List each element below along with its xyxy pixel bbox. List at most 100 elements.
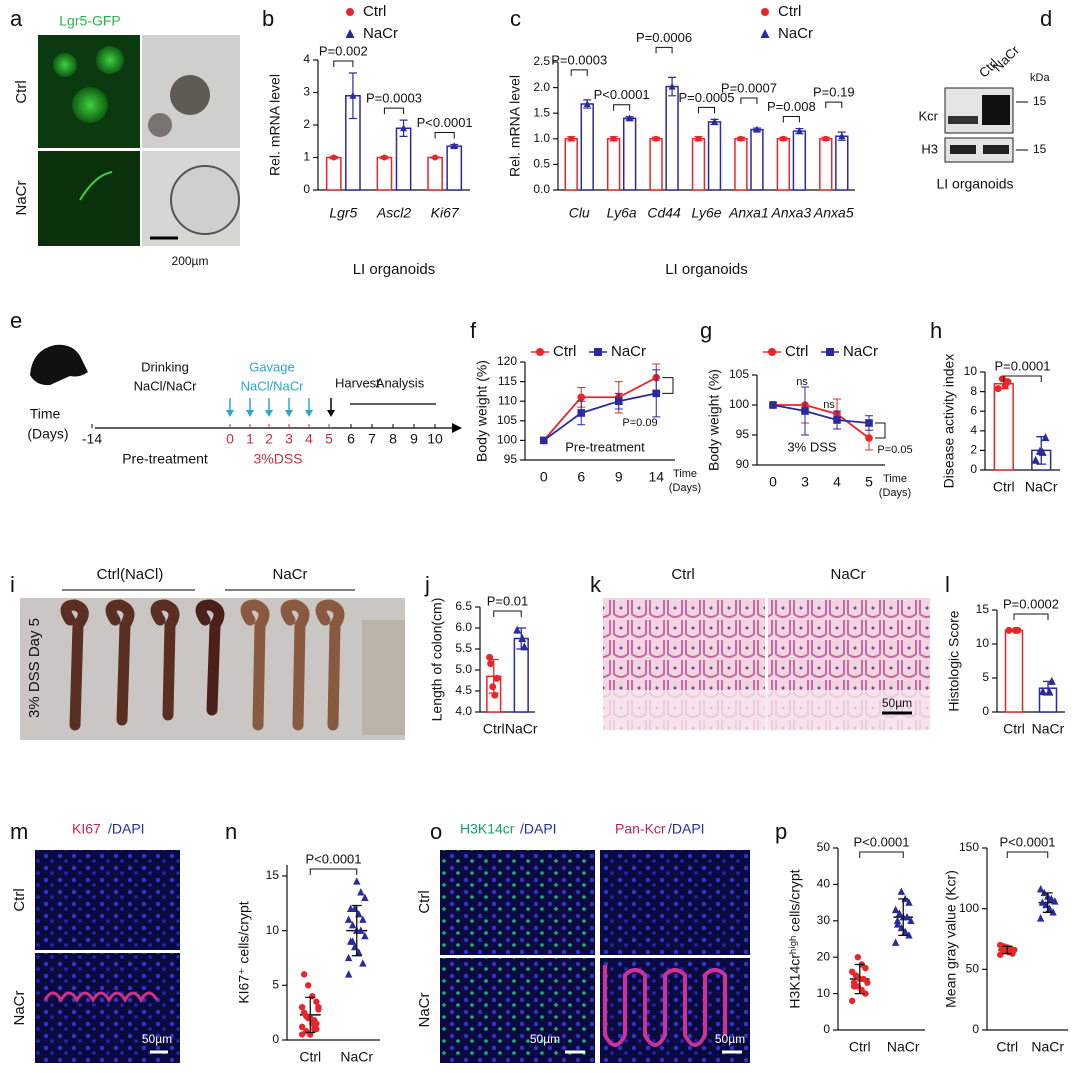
- legend-label: Ctrl: [363, 3, 386, 20]
- bar: [993, 383, 1014, 471]
- line: [772, 404, 870, 424]
- point: [893, 916, 902, 924]
- y-tick-label: 0: [272, 1032, 279, 1046]
- point: [1038, 898, 1047, 906]
- point: [513, 625, 522, 634]
- point: [577, 393, 586, 402]
- point: [795, 127, 803, 135]
- point: [298, 1003, 306, 1011]
- x-tick-label: Ki67: [431, 205, 460, 221]
- organoid: [170, 75, 210, 115]
- band: [983, 145, 1009, 154]
- p-value: P=0.008: [767, 99, 816, 114]
- y-tick-label: 5: [272, 977, 279, 991]
- significance-bracket: [1006, 851, 1049, 858]
- gfp-image: [38, 151, 140, 246]
- point: [865, 434, 873, 442]
- point: [359, 915, 367, 923]
- timeline-label: 10: [427, 431, 443, 447]
- x-tick-label: Cd44: [647, 205, 681, 221]
- y-tick-label: 6.5: [455, 599, 472, 613]
- point: [653, 135, 660, 142]
- axis-label: Time: [30, 406, 61, 422]
- x-tick-label: 14: [648, 469, 664, 485]
- y-tick-label: 4.5: [455, 683, 472, 697]
- annotation: P=0.09: [622, 417, 657, 429]
- point: [357, 888, 365, 896]
- y-tick-label: 95: [504, 452, 518, 466]
- y-tick-label: 4: [303, 52, 310, 66]
- organoid: [148, 113, 172, 137]
- line: [543, 376, 657, 441]
- y-tick-label: 15: [976, 602, 990, 616]
- panel-letter: e: [10, 308, 22, 333]
- point: [850, 983, 858, 990]
- axis-label: (Days): [27, 426, 68, 442]
- bar: [707, 121, 722, 191]
- image-title: KI67: [72, 821, 101, 837]
- point: [344, 970, 353, 978]
- label: NaCl/NaCr: [134, 378, 198, 393]
- significance-bracket: [309, 868, 358, 875]
- panel-i: i Ctrl(NaCl) NaCr 3% DSS Day 5: [10, 566, 405, 740]
- point: [1031, 455, 1040, 464]
- significance-bracket: [493, 610, 522, 617]
- bar: [665, 85, 679, 191]
- organoid: [79, 171, 113, 201]
- y-tick-label: 1: [303, 150, 310, 164]
- point: [489, 683, 497, 691]
- significance-bracket: [434, 132, 455, 139]
- y-tick-label: 0.5: [533, 157, 550, 171]
- line: [543, 392, 657, 442]
- point: [865, 419, 873, 427]
- point: [344, 953, 353, 962]
- point: [348, 920, 357, 929]
- panel-k: k Ctrl NaCr 50µm: [590, 566, 930, 730]
- if-image: [440, 850, 595, 955]
- y-tick-label: 50: [817, 840, 831, 854]
- x-tick-label: Ctrl: [1003, 721, 1025, 737]
- column-label: Ctrl: [671, 566, 694, 583]
- significance-bracket: [1003, 375, 1042, 382]
- ki67-signal: [43, 991, 159, 1004]
- significance-bracket: [655, 46, 673, 54]
- x-axis-label: (Days): [879, 487, 911, 499]
- point: [1036, 885, 1045, 893]
- y-tick-label: 0: [823, 1022, 830, 1036]
- legend-label: Ctrl: [553, 343, 576, 360]
- y-tick-label: 10: [266, 923, 280, 937]
- y-tick-label: 105: [497, 413, 517, 427]
- point: [769, 401, 777, 409]
- bar: [580, 103, 594, 191]
- timeline-label: 2: [265, 431, 273, 447]
- row-label: NaCr: [11, 990, 28, 1025]
- scale-label: 50µm: [530, 1032, 560, 1046]
- bar: [606, 138, 621, 191]
- point: [994, 385, 1002, 393]
- bar: [427, 156, 443, 191]
- point: [737, 135, 744, 142]
- point: [311, 1025, 318, 1033]
- p-value: P=0.0003: [551, 52, 607, 67]
- point: [996, 941, 1004, 949]
- x-tick-label: Ctrl: [993, 479, 1015, 495]
- image-title: /DAPI: [668, 821, 705, 837]
- point: [345, 29, 355, 38]
- point: [313, 998, 320, 1005]
- panel-letter: i: [10, 572, 15, 597]
- x-tick-label: Anxa5: [813, 205, 854, 221]
- point: [305, 982, 312, 989]
- p-value: P=0.002: [319, 43, 368, 58]
- bar: [564, 138, 578, 191]
- point: [300, 971, 308, 978]
- panel-letter: m: [10, 819, 28, 844]
- point: [761, 8, 769, 16]
- p-value: P=0.01: [487, 593, 529, 608]
- panel-letter: a: [10, 6, 23, 31]
- row-label: Kcr: [919, 108, 939, 123]
- panel-letter: k: [590, 572, 602, 597]
- marker-label: 15: [1033, 142, 1047, 156]
- y-tick-label: 0.0: [533, 182, 550, 196]
- y-tick-label: 10: [976, 636, 990, 650]
- organoid: [170, 165, 240, 235]
